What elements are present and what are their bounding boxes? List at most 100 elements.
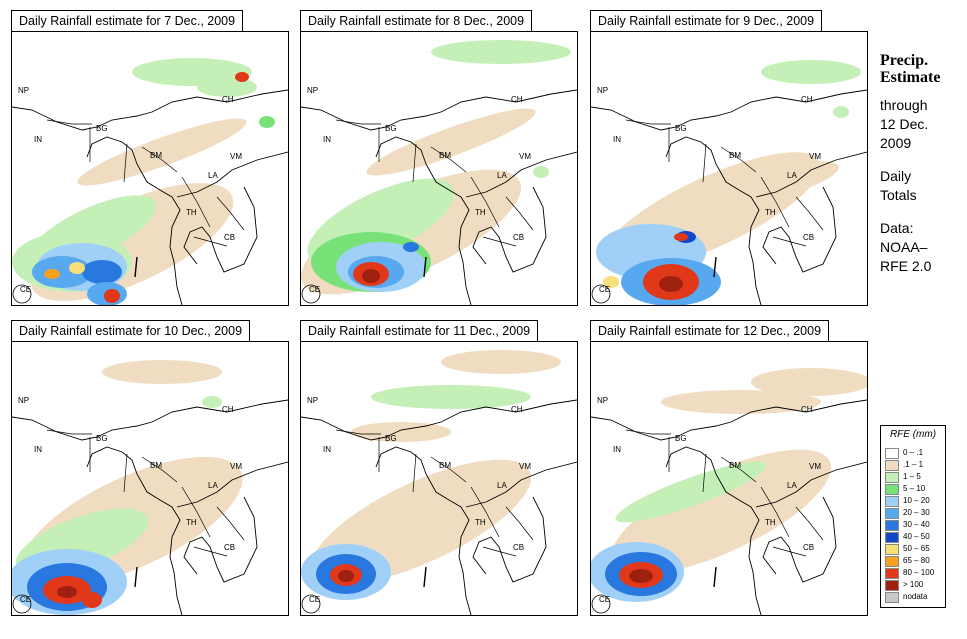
legend-swatch xyxy=(885,508,899,519)
country-borders xyxy=(625,429,824,557)
coastline xyxy=(301,399,577,615)
country-label-vm: VM xyxy=(230,152,242,161)
rainfall-area xyxy=(197,77,257,97)
sri-lanka-outline xyxy=(301,594,321,614)
country-label-bm: BM xyxy=(729,151,741,160)
side-line-data: Data: xyxy=(880,220,914,236)
legend-swatch xyxy=(885,568,899,579)
country-label-th: TH xyxy=(475,518,486,527)
legend-swatch xyxy=(885,496,899,507)
rainfall-area xyxy=(82,260,122,284)
side-heading-1: Precip. xyxy=(880,52,929,69)
side-line-through: through xyxy=(880,97,928,113)
panel-title: Daily Rainfall estimate for 9 Dec., 2009 xyxy=(590,10,823,32)
legend: RFE (mm) 0 – .1 .1 – 1 1 – 5 5 – 10 10 – 20 2… xyxy=(880,425,946,608)
country-label-bg: BG xyxy=(96,434,108,443)
country-label-ce: CE xyxy=(20,285,31,294)
rainfall-area xyxy=(338,570,354,582)
country-label-la: LA xyxy=(497,481,507,490)
country-label-ch: CH xyxy=(801,405,813,414)
country-label-np: NP xyxy=(18,396,29,405)
sri-lanka-outline xyxy=(301,284,321,304)
country-label-la: LA xyxy=(787,481,797,490)
rainfall-area xyxy=(441,350,561,374)
panel-title: Daily Rainfall estimate for 7 Dec., 2009 xyxy=(11,10,244,32)
coastline xyxy=(12,399,288,615)
rainfall-area xyxy=(102,360,222,384)
andaman-islands xyxy=(134,256,138,278)
rainfall-area xyxy=(403,242,419,252)
map-svg: NP CH IN BG BM VM LA TH CB CE xyxy=(301,350,577,615)
country-label-cb: CB xyxy=(803,233,814,242)
legend-swatch xyxy=(885,484,899,495)
country-label-la: LA xyxy=(208,171,218,180)
andaman-islands xyxy=(423,256,427,278)
country-label-cb: CB xyxy=(513,233,524,242)
legend-label: 10 – 20 xyxy=(903,496,930,505)
country-label-ch: CH xyxy=(222,95,234,104)
country-label-ch: CH xyxy=(511,405,523,414)
side-description: Precip. Estimate through 12 Dec. 2009 Da… xyxy=(880,52,966,276)
country-label-vm: VM xyxy=(809,462,821,471)
country-label-th: TH xyxy=(765,518,776,527)
country-label-ce: CE xyxy=(599,285,610,294)
rainfall-area xyxy=(610,449,832,575)
map-area: NP CH IN BG BM VM LA TH CB CE xyxy=(300,341,578,616)
legend-swatch xyxy=(885,556,899,567)
legend-swatch xyxy=(885,532,899,543)
legend-label: 80 – 100 xyxy=(903,568,935,577)
country-label-np: NP xyxy=(18,86,29,95)
country-label-np: NP xyxy=(307,86,318,95)
legend-label: .1 – 1 xyxy=(903,460,924,469)
country-label-th: TH xyxy=(475,208,486,217)
country-label-in: IN xyxy=(34,445,42,454)
country-label-in: IN xyxy=(613,445,621,454)
country-label-np: NP xyxy=(307,396,318,405)
country-borders xyxy=(335,119,534,247)
map-area: NP CH IN BG BM VM LA TH CB CE xyxy=(590,31,868,306)
legend-label: 20 – 30 xyxy=(903,508,930,517)
country-label-vm: VM xyxy=(809,152,821,161)
map-svg: NP CH IN BG BM VM LA TH CB CE xyxy=(591,60,867,305)
country-label-la: LA xyxy=(497,171,507,180)
rainfall-area xyxy=(615,461,767,523)
country-label-ch: CH xyxy=(801,95,813,104)
legend-label: 65 – 80 xyxy=(903,556,930,565)
country-label-ce: CE xyxy=(20,595,31,604)
country-label-ce: CE xyxy=(309,285,320,294)
panel-title: Daily Rainfall estimate for 8 Dec., 2009 xyxy=(300,10,533,32)
andaman-islands xyxy=(713,256,717,278)
country-label-ce: CE xyxy=(309,595,320,604)
legend-label: 40 – 50 xyxy=(903,532,930,541)
rainfall-area xyxy=(77,118,247,186)
map-area: NP CH IN BG BM VM LA TH CB CE xyxy=(11,31,289,306)
country-label-ce: CE xyxy=(599,595,610,604)
country-label-bm: BM xyxy=(439,151,451,160)
country-label-ch: CH xyxy=(222,405,234,414)
country-label-bm: BM xyxy=(729,461,741,470)
sri-lanka-outline xyxy=(12,284,32,304)
rainfall-area xyxy=(371,385,531,409)
legend-label: nodata xyxy=(903,592,928,601)
panel-title: Daily Rainfall estimate for 10 Dec., 200… xyxy=(11,320,251,342)
rainfall-area xyxy=(82,592,102,608)
rainfall-area xyxy=(366,108,536,176)
country-label-cb: CB xyxy=(224,543,235,552)
country-label-bg: BG xyxy=(385,124,397,133)
map-panel-7-dec: Daily Rainfall estimate for 7 Dec., 2009… xyxy=(11,10,289,306)
country-label-bm: BM xyxy=(150,461,162,470)
country-label-in: IN xyxy=(323,445,331,454)
panel-title: Daily Rainfall estimate for 11 Dec., 200… xyxy=(300,320,539,342)
side-line-daily: Daily xyxy=(880,168,912,184)
map-svg: NP CH IN BG BM VM LA TH CB CE xyxy=(12,360,288,615)
coastline xyxy=(12,89,288,305)
rainfall-area xyxy=(431,40,571,64)
country-label-la: LA xyxy=(787,171,797,180)
country-label-th: TH xyxy=(765,208,776,217)
legend-label: 0 – .1 xyxy=(903,448,924,457)
rainfall-area xyxy=(259,116,275,128)
map-panel-11-dec: Daily Rainfall estimate for 11 Dec., 200… xyxy=(300,320,578,616)
country-label-la: LA xyxy=(208,481,218,490)
rainfall-area xyxy=(362,269,380,283)
coastline xyxy=(591,89,867,305)
